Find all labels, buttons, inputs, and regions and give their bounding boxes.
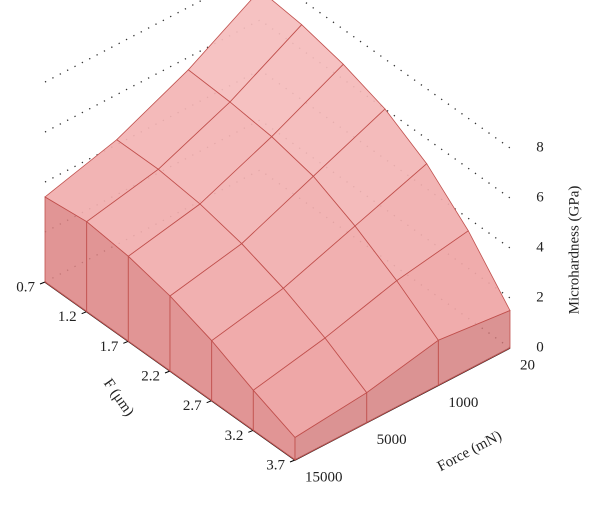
z-tick-label: 2 (536, 289, 544, 305)
x-tick (248, 429, 254, 433)
z-tick-label: 8 (536, 139, 544, 155)
y-tick-label: 15000 (305, 469, 343, 485)
x-tick-label: 0.7 (16, 279, 35, 295)
z-tick-label: 6 (536, 189, 544, 205)
x-tick (164, 370, 171, 374)
y-tick-label: 5000 (377, 432, 407, 448)
z-tick-label: 0 (536, 339, 544, 355)
x-tick-label: 2.7 (183, 398, 202, 414)
x-tick (39, 281, 46, 285)
side-face (294, 391, 368, 461)
y-tick-label: 20 (520, 357, 535, 373)
z-axis-title: Microhardness (GPa) (566, 186, 582, 315)
x-tick-label: 3.7 (266, 457, 285, 473)
y-axis-title: Force (mN) (435, 428, 505, 475)
x-tick-label: 3.2 (225, 428, 244, 444)
x-axis-title: F (μm) (100, 376, 137, 419)
x-tick (289, 459, 296, 463)
x-tick (206, 400, 212, 404)
x-tick-label: 1.2 (58, 309, 77, 325)
x-tick-label: 1.7 (100, 339, 119, 355)
y-tick-label: 1000 (448, 395, 478, 411)
x-tick (81, 311, 87, 315)
x-tick-label: 2.2 (141, 368, 160, 384)
z-tick-label: 4 (536, 239, 544, 255)
x-tick (123, 340, 129, 344)
